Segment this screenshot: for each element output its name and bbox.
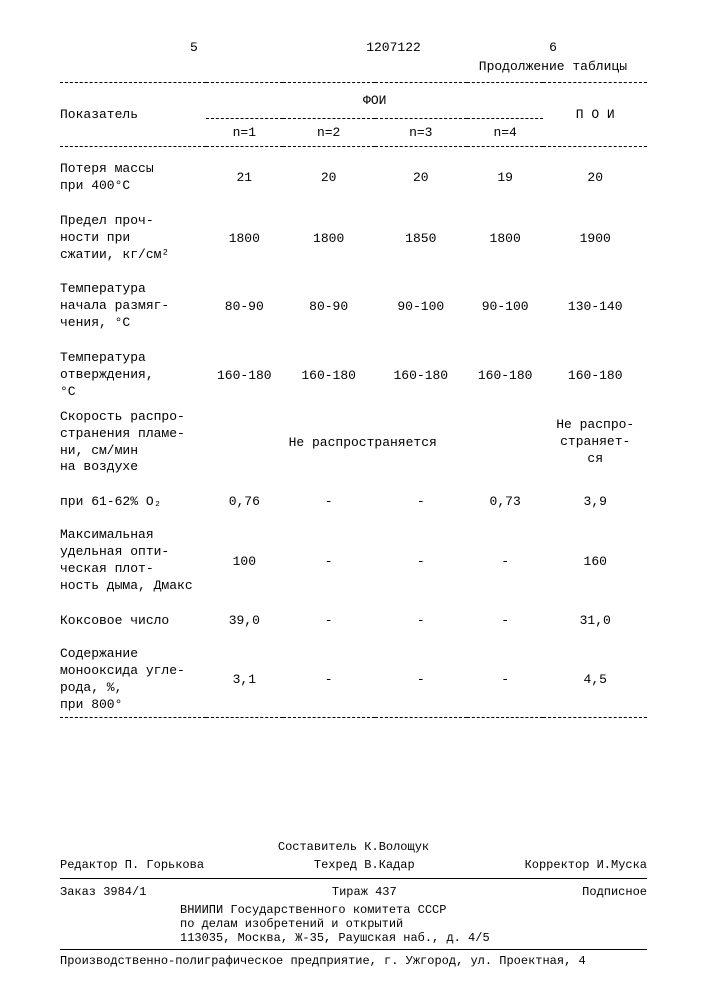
cell: - [375,632,467,718]
cell: - [467,513,544,599]
cell: 21 [206,147,283,199]
corrector: Корректор И.Муска [525,858,647,872]
col-header-foi: ФОИ [206,83,543,119]
page-header: 5 1207122 6 [60,40,647,55]
table-row: Коксовое число 39,0 - - - 31,0 [60,599,647,632]
subscription: Подписное [582,885,647,899]
cell: 1900 [543,199,647,268]
org-line: 113035, Москва, Ж-35, Раушская наб., д. … [180,931,647,945]
subcol-n2: n=2 [283,119,375,147]
row-label: Предел проч-ности присжатии, кг/см² [60,199,206,268]
subcol-n4: n=4 [467,119,544,147]
cell: Не распро-страняет-ся [543,405,647,481]
cell: 100 [206,513,283,599]
cell: 90-100 [467,267,544,336]
table-row: Максимальнаяудельная опти-ческая плот-но… [60,513,647,599]
subcol-n1: n=1 [206,119,283,147]
cell: 160-180 [467,336,544,405]
cell: 20 [375,147,467,199]
cell: 31,0 [543,599,647,632]
row-label: Скорость распро-странения пламе-ни, см/м… [60,405,206,481]
cell: - [467,632,544,718]
table-row: Температураотверждения,°С 160-180 160-18… [60,336,647,405]
cell [467,405,544,481]
cell: - [283,513,375,599]
footer: Составитель К.Волощук Редактор П. Горько… [60,838,647,968]
cell: - [283,480,375,513]
cell: - [375,480,467,513]
cell: 80-90 [283,267,375,336]
row-label: Температураначала размяг-чения, °С [60,267,206,336]
cell: 0,73 [467,480,544,513]
cell: 160-180 [283,336,375,405]
editor: Редактор П. Горькова [60,858,204,872]
row-label: Потеря массыпри 400°С [60,147,206,199]
col-header-poi: П О И [543,83,647,147]
cell: - [283,632,375,718]
row-label: Содержаниемонооксида угле-рода, %,при 80… [60,632,206,718]
data-table: Показатель ФОИ П О И n=1 n=2 n=3 n=4 Пот… [60,82,647,718]
table-continuation: Продолжение таблицы [60,59,627,74]
cell: 1800 [206,199,283,268]
cell: 130-140 [543,267,647,336]
table-row: Содержаниемонооксида угле-рода, %,при 80… [60,632,647,718]
cell: 1800 [283,199,375,268]
composer: Составитель К.Волощук [278,840,429,854]
cell: 3,9 [543,480,647,513]
cell: 19 [467,147,544,199]
row-label: Коксовое число [60,599,206,632]
order: Заказ 3984/1 [60,885,146,899]
cell: 160-180 [375,336,467,405]
divider [60,878,647,879]
cell: 80-90 [206,267,283,336]
cell: 160 [543,513,647,599]
divider [60,949,647,950]
cell: 1850 [375,199,467,268]
cell: 90-100 [375,267,467,336]
page-left: 5 [190,40,198,55]
doc-number: 1207122 [366,40,421,55]
table-row: при 61-62% О₂ 0,76 - - 0,73 3,9 [60,480,647,513]
page-right: 6 [549,40,557,55]
cell: 3,1 [206,632,283,718]
cell: 20 [543,147,647,199]
row-label: Максимальнаяудельная опти-ческая плот-но… [60,513,206,599]
cell [206,405,283,481]
subcol-n3: n=3 [375,119,467,147]
cell: 160-180 [206,336,283,405]
col-header-label: Показатель [60,83,206,147]
row-label: при 61-62% О₂ [60,480,206,513]
cell: 0,76 [206,480,283,513]
cell: - [375,599,467,632]
cell: 160-180 [543,336,647,405]
tirazh: Тираж 437 [332,885,397,899]
cell: 4,5 [543,632,647,718]
cell: Не распространяется [283,405,467,481]
table-row: Скорость распро-странения пламе-ни, см/м… [60,405,647,481]
cell: 20 [283,147,375,199]
table-row: Температураначала размяг-чения, °С 80-90… [60,267,647,336]
cell: 1800 [467,199,544,268]
printer: Производственно-полиграфическое предприя… [60,954,647,968]
cell: - [375,513,467,599]
table-row: Потеря массыпри 400°С 21 20 20 19 20 [60,147,647,199]
org-line: ВНИИПИ Государственного комитета СССР [180,903,647,917]
techred: Техред В.Кадар [314,858,415,872]
row-label: Температураотверждения,°С [60,336,206,405]
cell: 39,0 [206,599,283,632]
cell: - [283,599,375,632]
org-line: по делам изобретений и открытий [180,917,647,931]
cell: - [467,599,544,632]
table-row: Предел проч-ности присжатии, кг/см² 1800… [60,199,647,268]
